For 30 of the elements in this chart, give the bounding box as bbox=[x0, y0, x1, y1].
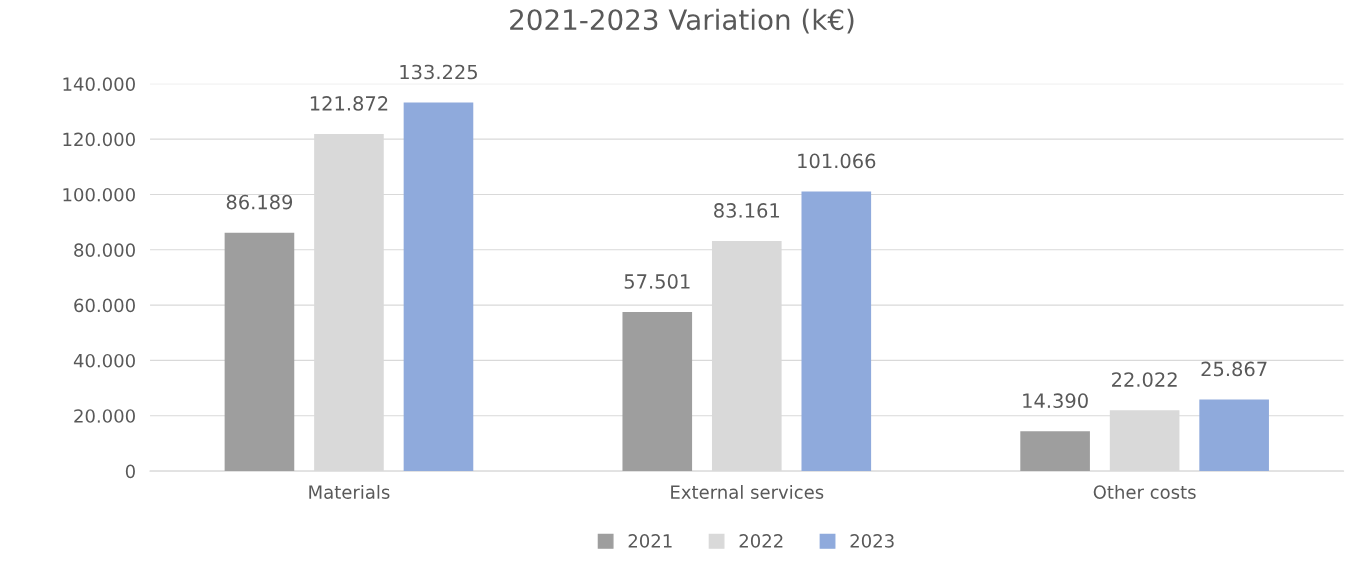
data-label: 57.501 bbox=[624, 274, 690, 289]
y-tick-label: 80.000 bbox=[74, 243, 135, 257]
bar bbox=[622, 312, 693, 472]
data-label: 83.161 bbox=[714, 203, 780, 218]
bar bbox=[224, 232, 295, 472]
x-tick-label: Materials bbox=[309, 484, 390, 499]
legend-label: 2023 bbox=[850, 534, 894, 548]
data-label: 25.867 bbox=[1201, 361, 1267, 377]
legend-label: 2022 bbox=[739, 534, 783, 548]
x-tick-label: External services bbox=[671, 484, 824, 499]
bar bbox=[1199, 399, 1269, 472]
y-tick-label: 20.000 bbox=[74, 409, 135, 423]
y-tick-label: 100.000 bbox=[63, 187, 135, 202]
data-label: 101.066 bbox=[798, 153, 876, 169]
bar bbox=[801, 191, 872, 472]
y-tick-label: 40.000 bbox=[73, 353, 135, 368]
x-tick-label: Other costs bbox=[1093, 484, 1196, 499]
y-tick-label: 140.000 bbox=[63, 77, 135, 91]
y-tick-label: 0 bbox=[125, 464, 135, 479]
data-label: 86.189 bbox=[226, 194, 293, 210]
chart-title: 2021-2023 Variation (k€) bbox=[510, 8, 854, 34]
legend-label: 2021 bbox=[628, 534, 672, 548]
data-label: 133.225 bbox=[400, 64, 477, 80]
bar bbox=[403, 102, 474, 472]
y-tick-label: 60.000 bbox=[74, 298, 135, 313]
data-label: 121.872 bbox=[310, 96, 388, 111]
bar bbox=[1020, 431, 1090, 472]
y-tick-label: 120.000 bbox=[63, 132, 135, 147]
data-label: 14.390 bbox=[1023, 393, 1088, 409]
data-label: 22.022 bbox=[1112, 372, 1177, 387]
